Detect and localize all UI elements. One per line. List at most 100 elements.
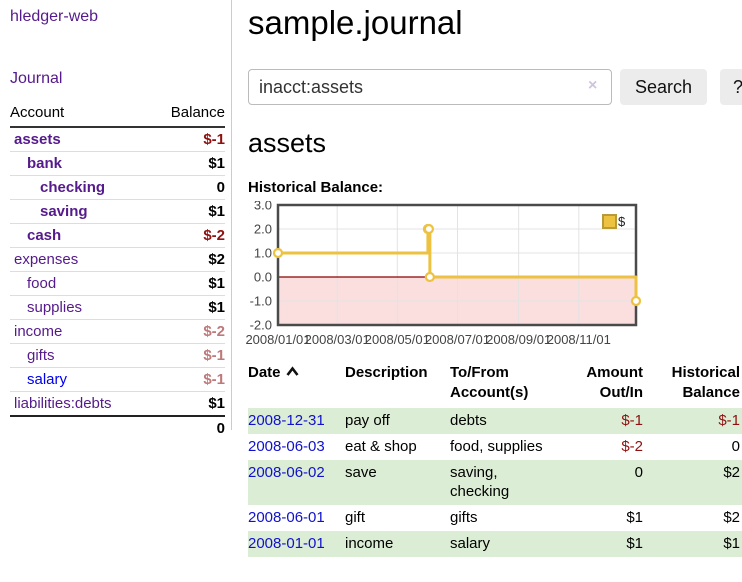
data-point-marker <box>630 295 642 307</box>
account-row: food $1 <box>10 271 225 296</box>
y-axis-tick-label: 3.0 <box>254 201 272 213</box>
account-row: salary $-1 <box>10 367 225 392</box>
chart-title: Historical Balance: <box>248 179 384 196</box>
transactions-header-row: Date Description To/From Account(s) Amount Ou… <box>248 361 742 408</box>
account-row: checking 0 <box>10 175 225 200</box>
account-link[interactable]: expenses <box>14 251 79 268</box>
y-axis-tick-label: 0.0 <box>254 270 272 285</box>
sort-asc-icon <box>285 366 299 376</box>
transaction-date-link[interactable]: 2008-06-01 <box>248 509 325 526</box>
y-axis-tick-label: -1.0 <box>250 294 272 309</box>
transaction-row: 2008-06-02 save saving, checking 0 $2 <box>248 460 742 505</box>
transaction-amount: $1 <box>626 509 643 526</box>
legend-label: $ <box>618 214 626 229</box>
search-form: × Search ? <box>248 69 742 105</box>
transaction-row: 2008-06-03 eat & shop food, supplies $-2 0 <box>248 434 742 460</box>
transaction-date-link[interactable]: 2008-01-01 <box>248 535 325 552</box>
account-row: supplies $1 <box>10 295 225 320</box>
account-link[interactable]: income <box>14 323 63 340</box>
x-axis-tick-label: 2008/09/01 <box>486 332 551 347</box>
transaction-accounts: saving, checking <box>450 464 510 500</box>
account-balance: $1 <box>150 391 225 417</box>
account-link[interactable]: saving <box>40 203 88 220</box>
x-axis-tick-label: 2008/07/01 <box>425 332 490 347</box>
transaction-date-link[interactable]: 2008-06-03 <box>248 438 325 455</box>
account-link[interactable]: food <box>27 275 57 292</box>
account-balance: 0 <box>150 175 225 200</box>
transaction-accounts: debts <box>450 412 487 429</box>
sidebar-item-journal[interactable]: Journal <box>10 70 63 87</box>
transaction-amount: $-1 <box>621 412 643 429</box>
plot-border <box>276 203 638 327</box>
account-balance: $1 <box>150 199 225 224</box>
account-row: saving $1 <box>10 199 225 224</box>
account-balance: $1 <box>150 295 225 320</box>
account-balance: $-2 <box>150 319 225 344</box>
account-row: income $-2 <box>10 319 225 344</box>
y-axis-tick-label: 1.0 <box>254 246 272 261</box>
legend-swatch <box>602 214 617 229</box>
account-balance: $2 <box>150 247 225 272</box>
account-balance: $-1 <box>150 343 225 368</box>
transaction-balance: $2 <box>723 509 740 526</box>
sidebar: hledger-web Journal Account Balance asse… <box>0 0 232 557</box>
column-header-description: Description <box>345 364 428 381</box>
account-balance: $1 <box>150 151 225 176</box>
transaction-row: 2008-06-01 gift gifts $1 $2 <box>248 505 742 531</box>
transactions-table: Date Description To/From Account(s) Amount Ou… <box>248 361 742 557</box>
section-title: assets <box>248 128 327 158</box>
account-row: liabilities:debts $1 <box>10 391 225 417</box>
column-header-date[interactable]: Date <box>248 361 345 408</box>
account-link[interactable]: liabilities:debts <box>14 395 112 412</box>
x-axis-tick-label: 2008/01/01 <box>245 332 310 347</box>
transaction-description: save <box>345 464 377 481</box>
account-balance: $1 <box>150 271 225 296</box>
x-axis-tick-label: 2008/03/01 <box>305 332 370 347</box>
column-header-to-from: To/From Account(s) <box>450 364 529 401</box>
help-button[interactable]: ? <box>720 69 742 105</box>
account-row: gifts $-1 <box>10 343 225 368</box>
search-button[interactable]: Search <box>620 69 708 105</box>
transaction-description: income <box>345 535 394 552</box>
y-axis-tick-label: -2.0 <box>250 318 272 333</box>
data-point-marker <box>272 247 284 259</box>
page-title: sample.journal <box>248 4 463 41</box>
transaction-accounts: food, supplies <box>450 438 543 455</box>
clear-search-icon[interactable]: × <box>588 77 598 94</box>
account-balance-table: Account Balance assets $-1 bank $1 checking 0… <box>10 101 225 440</box>
app-layout: hledger-web Journal Account Balance asse… <box>0 0 742 557</box>
account-link[interactable]: cash <box>27 227 62 244</box>
account-balance: $-1 <box>150 127 225 152</box>
account-link[interactable]: bank <box>27 155 63 172</box>
account-row: assets $-1 <box>10 127 225 152</box>
account-link[interactable]: assets <box>14 131 61 148</box>
transaction-balance: $2 <box>723 464 740 481</box>
transaction-accounts: salary <box>450 535 491 552</box>
account-row: expenses $2 <box>10 247 225 272</box>
column-header-amount: Amount Out/In <box>586 364 643 401</box>
app-title-link[interactable]: hledger-web <box>10 8 99 25</box>
account-balance: $-1 <box>150 367 225 392</box>
transaction-row: 2008-12-31 pay off debts $-1 $-1 <box>248 408 742 434</box>
account-balance: $-2 <box>150 223 225 248</box>
column-header-historical: Historical Balance <box>671 364 740 401</box>
historical-balance-chart: $ -2.0 -1.0 0.0 1.0 2.0 3.0 2008/01/012008/03/0… <box>245 201 642 347</box>
transaction-date-link[interactable]: 2008-06-02 <box>248 464 325 481</box>
account-link[interactable]: gifts <box>27 347 55 364</box>
transaction-date-link[interactable]: 2008-12-31 <box>248 412 325 429</box>
transaction-accounts: gifts <box>450 509 478 526</box>
search-input[interactable] <box>248 69 612 105</box>
transaction-amount: 0 <box>634 464 643 481</box>
account-link[interactable]: supplies <box>27 299 83 316</box>
account-link[interactable]: checking <box>40 179 106 196</box>
data-point-marker <box>424 271 435 283</box>
data-point-marker <box>423 223 434 235</box>
account-total-balance: 0 <box>216 420 225 437</box>
transaction-amount: $-2 <box>621 438 643 455</box>
y-axis-tick-label: 2.0 <box>254 222 272 237</box>
transaction-description: eat & shop <box>345 438 417 455</box>
transaction-balance: $-1 <box>718 412 740 429</box>
transaction-balance: 0 <box>731 438 740 455</box>
account-link[interactable]: salary <box>27 371 68 388</box>
x-axis-tick-label: 2008/05/01 <box>365 332 430 347</box>
